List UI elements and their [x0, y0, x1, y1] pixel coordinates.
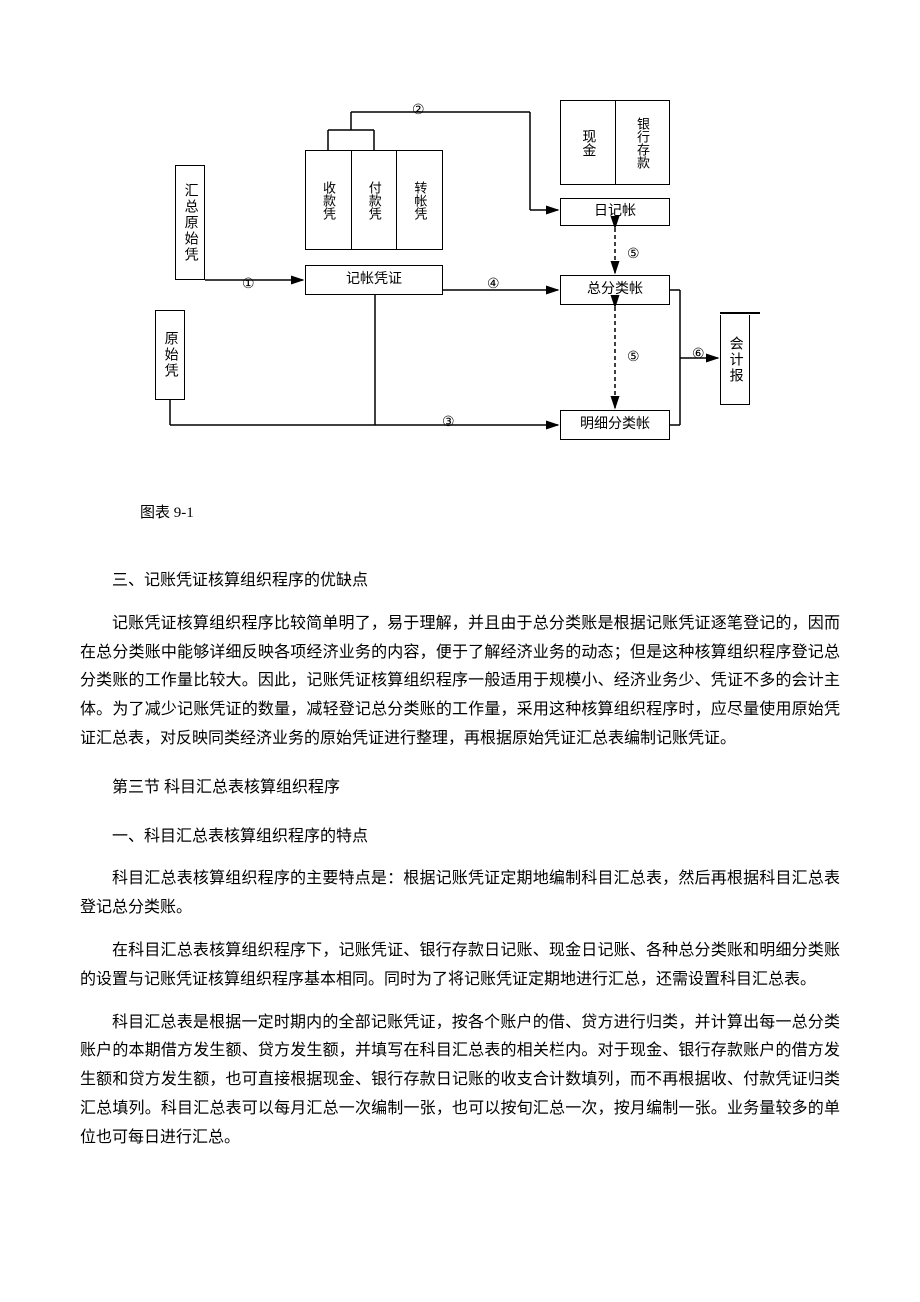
section1b-p2: 在科目汇总表核算组织程序下，记账凭证、银行存款日记账、现金日记账、各种总分类账和…	[80, 937, 840, 995]
node-voucher: 记帐凭证	[305, 265, 443, 295]
node-report: 会计报	[720, 315, 750, 405]
label-6: ⑥	[690, 342, 707, 367]
label-2: ②	[410, 98, 427, 123]
section-title: 第三节 科目汇总表核算组织程序	[80, 774, 840, 803]
label-1: ①	[240, 272, 257, 297]
node-voucher-types: 收款凭 付款凭 转帐凭	[305, 150, 443, 250]
label-5a: ⑤	[625, 242, 642, 267]
node-cash: 现金	[561, 101, 616, 184]
section1b-heading: 一、科目汇总表核算组织程序的特点	[80, 823, 840, 852]
label-4: ④	[485, 272, 502, 297]
section1b-p3: 科目汇总表是根据一定时期内的全部记账凭证，按各个账户的借、贷方进行归类，并计算出…	[80, 1009, 840, 1153]
section3-heading: 三、记账凭证核算组织程序的优缺点	[80, 567, 840, 596]
label-3: ③	[440, 410, 457, 435]
node-transfer: 转帐凭	[397, 151, 442, 249]
node-cash-bank: 现金 银行存款	[560, 100, 670, 185]
node-summary-source: 汇总原始凭	[175, 165, 205, 280]
section3-p1: 记账凭证核算组织程序比较简单明了，易于理解，并且由于总分类账是根据记账凭证逐笔登…	[80, 610, 840, 754]
node-general-ledger: 总分类帐	[560, 275, 670, 305]
node-receipt: 收款凭	[306, 151, 352, 249]
node-bank: 银行存款	[616, 101, 670, 184]
node-sub-ledger: 明细分类帐	[560, 410, 670, 440]
node-payment: 付款凭	[352, 151, 398, 249]
node-journal: 日记帐	[560, 198, 670, 226]
label-5b: ⑤	[625, 345, 642, 370]
figure-caption: 图表 9-1	[140, 500, 840, 527]
accounting-flowchart: 汇总原始凭 原始凭 收款凭 付款凭 转帐凭 记帐凭证 现金 银行存款 日记帐 总…	[150, 90, 770, 470]
node-source: 原始凭	[155, 310, 185, 400]
section1b-p1: 科目汇总表核算组织程序的主要特点是：根据记账凭证定期地编制科目汇总表，然后再根据…	[80, 865, 840, 923]
